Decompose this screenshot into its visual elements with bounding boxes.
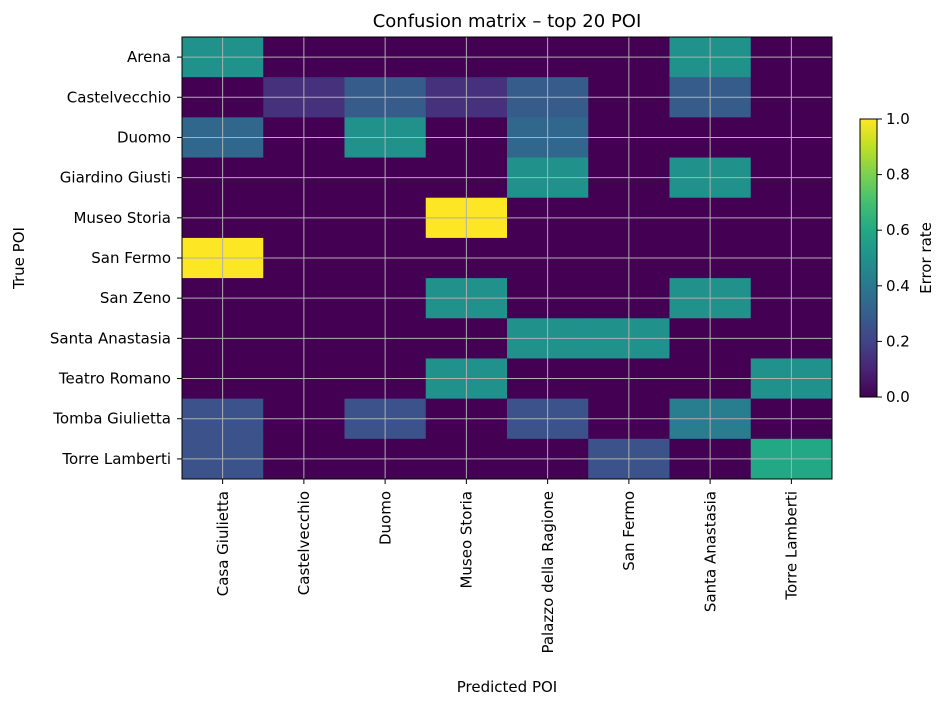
colorbar-gradient <box>859 118 878 398</box>
y-tick-label: Castelvecchio <box>67 88 171 106</box>
colorbar-tick-label: 0.0 <box>886 388 910 406</box>
colorbar-tick-label: 0.6 <box>886 221 910 239</box>
x-tick-label: Santa Anastasia <box>701 491 719 612</box>
x-axis-label: Predicted POI <box>457 678 557 696</box>
x-tick-label: San Fermo <box>620 491 638 571</box>
x-tick-label: Museo Storia <box>458 491 476 589</box>
y-tick-label: Giardino Giusti <box>60 169 171 187</box>
chart-title: Confusion matrix – top 20 POI <box>373 11 642 32</box>
y-tick-label: San Fermo <box>91 249 171 267</box>
x-tick-label: Torre Lamberti <box>783 491 801 601</box>
x-tick-label: Casa Giulietta <box>214 491 232 596</box>
y-axis-label: True POI <box>10 227 28 290</box>
y-tick-label: Duomo <box>117 128 171 146</box>
y-tick-label: Tomba Giulietta <box>52 410 171 428</box>
colorbar-tick-label: 1.0 <box>886 110 910 128</box>
x-tick-label: Castelvecchio <box>295 491 313 595</box>
y-tick-label: San Zeno <box>100 289 171 307</box>
x-tick-label: Duomo <box>376 491 394 545</box>
heatmap-plot-area: Arena Castelvecchio Duomo Giardino Giusti Mu… <box>50 36 833 654</box>
colorbar: 0.0 0.2 0.4 0.6 0.8 1.0 <box>859 110 910 406</box>
colorbar-tick-label: 0.8 <box>886 166 910 184</box>
colorbar-tick-label: 0.4 <box>886 277 910 295</box>
colorbar-label: Error rate <box>917 222 935 294</box>
y-tick-label: Museo Storia <box>73 209 171 227</box>
y-tick-label: Arena <box>127 48 171 66</box>
y-tick-label: Teatro Romano <box>58 370 171 388</box>
x-tick-label: Palazzo della Ragione <box>539 491 557 654</box>
colorbar-tick-label: 0.2 <box>886 332 910 350</box>
y-tick-label: Torre Lamberti <box>61 450 171 468</box>
y-tick-label: Santa Anastasia <box>50 329 171 347</box>
